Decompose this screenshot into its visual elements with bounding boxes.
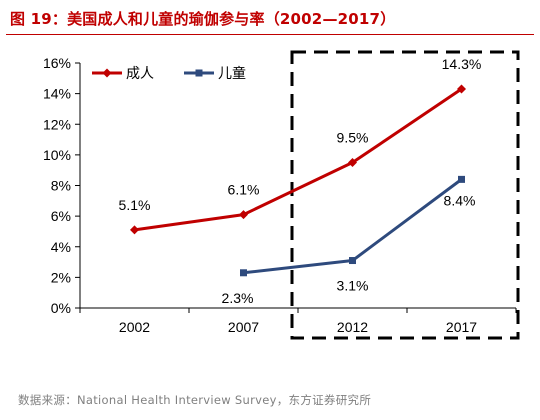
- highlight-dashed-box: [290, 50, 520, 340]
- series-line-adults: [134, 87, 463, 232]
- y-tick-label: 12%: [43, 116, 71, 132]
- y-tick-label: 6%: [51, 208, 71, 224]
- data-point-marker: [457, 84, 466, 94]
- data-label: 14.3%: [442, 56, 482, 72]
- title-underline: [6, 34, 534, 35]
- y-tick-label: 10%: [43, 147, 71, 163]
- data-point-marker: [130, 225, 139, 235]
- y-tick-label: 14%: [43, 86, 71, 102]
- legend-label: 成人: [126, 66, 154, 82]
- data-label: 6.1%: [228, 182, 260, 198]
- data-point-marker: [240, 269, 247, 277]
- y-tick-label: 8%: [51, 178, 71, 194]
- data-label: 3.1%: [337, 278, 369, 294]
- data-label: 9.5%: [337, 130, 369, 146]
- data-label: 8.4%: [444, 192, 476, 208]
- y-tick-label: 4%: [51, 239, 71, 255]
- data-point-marker: [458, 175, 465, 183]
- x-tick-label: 2007: [228, 319, 259, 335]
- legend-swatch-marker: [195, 69, 203, 77]
- legend-swatch-marker: [102, 68, 112, 78]
- x-tick-label: 2012: [337, 319, 368, 335]
- data-point-marker: [239, 210, 248, 220]
- legend-label: 儿童: [218, 65, 246, 82]
- figure-title: 图 19：美国成人和儿童的瑜伽参与率（2002—2017）: [10, 10, 396, 28]
- data-point-marker: [348, 158, 357, 168]
- y-tick-label: 0%: [51, 300, 71, 316]
- data-label: 2.3%: [222, 290, 254, 306]
- x-tick-label: 2002: [119, 319, 150, 335]
- x-tick-label: 2017: [446, 319, 477, 335]
- y-tick-label: 2%: [51, 269, 71, 285]
- data-point-marker: [349, 257, 356, 265]
- y-tick-label: 16%: [43, 55, 71, 71]
- data-label: 5.1%: [119, 197, 151, 213]
- data-source-note: 数据来源：National Health Interview Survey，东方…: [18, 393, 372, 407]
- yoga-participation-chart: 0% 2% 4% 6% 8% 10% 12% 14% 16% 2002 2007 2012 2017 5.…: [43, 50, 520, 340]
